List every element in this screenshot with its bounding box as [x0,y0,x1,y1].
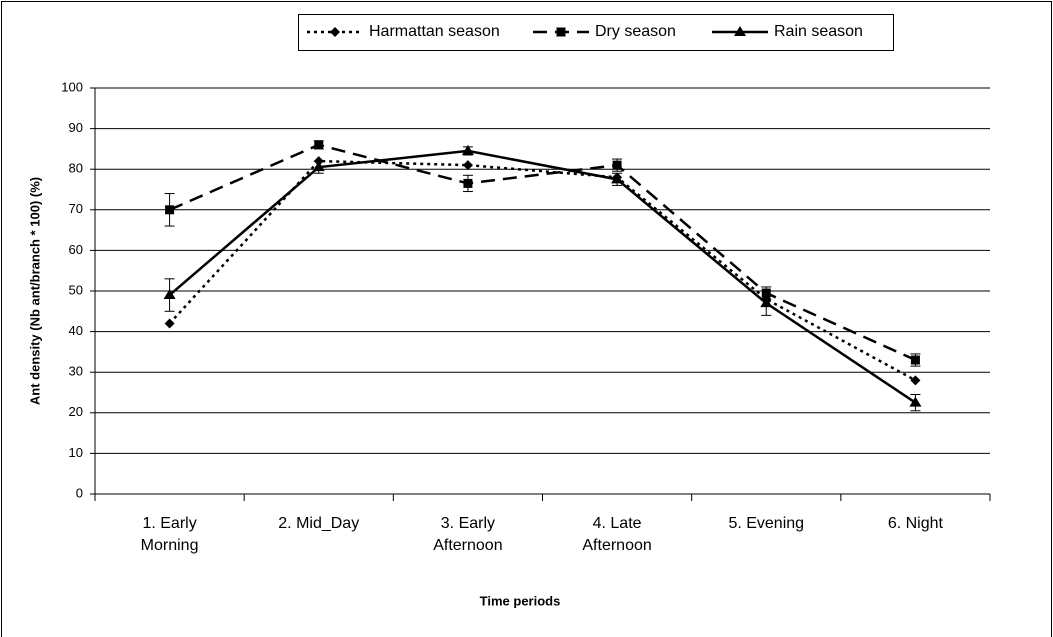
y-tick-label: 80 [69,161,83,176]
y-tick-label: 10 [69,445,83,460]
x-tick-label: 2. Mid_Day [278,515,360,532]
y-tick-label: 40 [69,323,83,338]
legend-box [298,14,894,51]
marker [611,173,624,184]
marker [314,140,324,150]
marker [330,27,340,37]
marker [909,396,922,407]
legend-label: Dry season [595,23,676,40]
legend-label: Harmattan season [369,23,500,40]
y-tick-label: 60 [69,242,83,257]
y-tick-label: 20 [69,404,83,419]
marker [910,375,921,386]
marker [734,26,746,36]
x-axis-title: Time periods [480,593,561,608]
marker [760,297,773,308]
marker [462,160,473,171]
legend-label: Rain season [774,23,863,40]
marker [910,355,920,365]
series-line [168,149,917,404]
y-tick-label: 100 [61,79,83,94]
y-tick-label: 70 [69,201,83,216]
marker [612,160,622,170]
marker [165,205,175,215]
marker [461,144,474,155]
marker [163,289,176,300]
y-tick-label: 0 [76,485,83,500]
x-tick-label: 1. Early Morning [140,515,199,554]
series-line [169,143,916,362]
y-tick-label: 30 [69,364,83,379]
marker [463,178,473,188]
y-tick-label: 50 [69,282,83,297]
x-tick-label: 5. Evening [728,515,805,532]
x-tick-label: 6. Night [887,515,943,532]
x-tick-label: 4. Late Afternoon [582,515,652,554]
y-tick-label: 90 [69,120,83,135]
marker [556,27,566,37]
x-tick-label: 3. Early Afternoon [433,515,503,554]
marker [312,161,325,172]
y-axis-title: Ant density (Nb ant/branch * 100) (%) [27,177,42,405]
marker [164,318,175,329]
